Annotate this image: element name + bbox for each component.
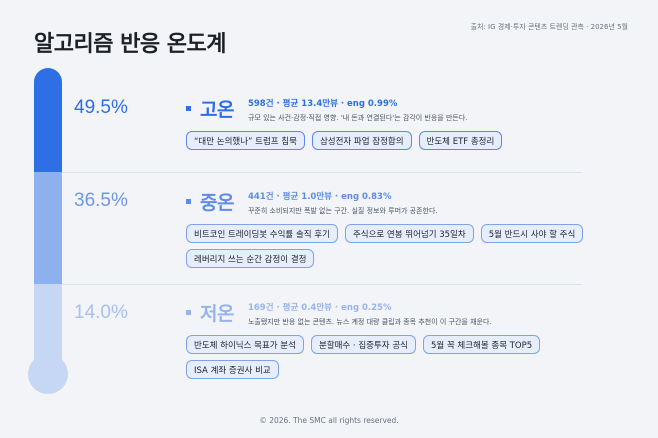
square-bullet-icon — [186, 310, 191, 315]
topic-chip: 5월 꼭 체크해볼 종목 TOP5 — [422, 335, 541, 354]
source-note: 출처: IG 경제·투자 콘텐츠 트렌딩 관측 · 2026년 5월 — [470, 23, 628, 31]
tier-name: 저온 — [200, 303, 234, 325]
divider — [62, 284, 582, 285]
topic-chip: 레버리지 쓰는 순간 감정이 결정 — [186, 249, 315, 268]
page-title: 알고리즘 반응 온도계 — [34, 32, 226, 57]
tier-low: 저온 169건 · 평균 0.4만뷰 · eng 0.25% 노출됐지만 반응 … — [186, 299, 606, 385]
copyright-footer: © 2026. The SMC all rights reserved. — [259, 416, 399, 425]
topic-chip: “대만 논의했나” 트럼프 침묵 — [186, 131, 305, 150]
tier-high: 고온 598건 · 평균 13.4만뷰 · eng 0.99% 규모 있는 사건… — [186, 95, 606, 156]
square-bullet-icon — [186, 106, 191, 111]
tier-description: 규모 있는 사건·감정·직접 영향. '내 돈과 연결된다'는 감각이 반응을 … — [247, 114, 468, 122]
divider — [62, 172, 582, 173]
tier-stats: 441건 · 평균 1.0만뷰 · eng 0.83% — [247, 192, 392, 202]
percent-low: 14.0% — [74, 302, 128, 323]
tier-name: 고온 — [200, 99, 234, 121]
tier-name: 중온 — [200, 192, 234, 214]
tier-stats: 169건 · 평균 0.4만뷰 · eng 0.25% — [247, 303, 392, 313]
square-bullet-icon — [186, 199, 191, 204]
topic-chip: 주식으로 연봉 뛰어넘기 35일차 — [344, 224, 474, 243]
topic-chip: 비트코인 트레이딩봇 수익률 솔직 후기 — [186, 224, 338, 243]
topic-chip: 반도체 하이닉스 목표가 분석 — [186, 335, 304, 354]
topic-chip: 삼성전자 파업 잠정합의 — [311, 131, 412, 150]
thermometer-tube — [34, 68, 62, 368]
topic-chip: 반도체 ETF 총정리 — [418, 131, 503, 150]
topic-chip: ISA 계좌 증권사 비교 — [186, 360, 279, 379]
topic-chip: 분할매수 · 집중투자 공식 — [310, 335, 416, 354]
thermometer-bulb — [28, 354, 68, 394]
thermometer-segment-mid — [34, 172, 62, 284]
percent-high: 49.5% — [74, 97, 128, 118]
tier-description: 꾸준히 소비되지만 폭발 없는 구간. 실질 정보와 루머가 공존한다. — [247, 207, 438, 215]
tier-description: 노출됐지만 반응 없는 콘텐츠. 뉴스 계정 대량 클립과 종목 추천이 이 구… — [247, 318, 492, 326]
tier-stats: 598건 · 평균 13.4만뷰 · eng 0.99% — [247, 99, 398, 109]
topic-chip: 5월 반드시 사야 할 주식 — [480, 224, 584, 243]
percent-mid: 36.5% — [74, 190, 128, 211]
tier-mid: 중온 441건 · 평균 1.0만뷰 · eng 0.83% 꾸준히 소비되지만… — [186, 188, 606, 274]
thermometer-segment-high — [34, 68, 62, 172]
